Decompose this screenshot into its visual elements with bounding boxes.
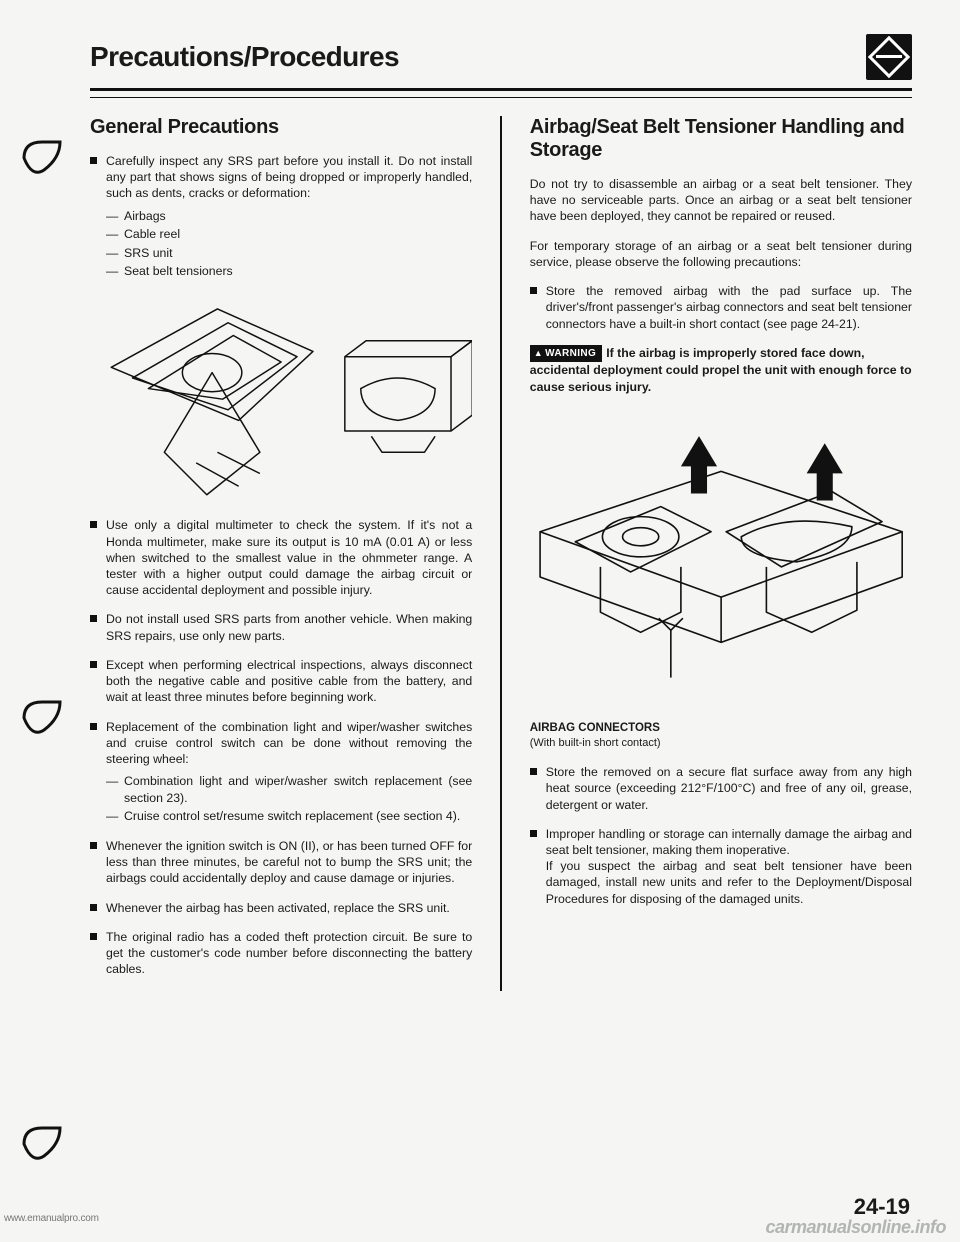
seatbelt-icon bbox=[866, 34, 912, 80]
sublist-item: Cruise control set/resume switch replace… bbox=[106, 808, 472, 825]
sublist-item: Cable reel bbox=[106, 226, 472, 243]
bullet-item: The original radio has a coded theft pro… bbox=[90, 929, 472, 978]
paragraph: For temporary storage of an airbag or a … bbox=[530, 238, 912, 270]
bullet-list-left: Carefully inspect any SRS part before yo… bbox=[90, 153, 472, 280]
binding-tab-icon bbox=[22, 700, 62, 736]
bullet-text: Carefully inspect any SRS part before yo… bbox=[106, 154, 472, 200]
watermark-right: carmanualsonline.info bbox=[765, 1217, 946, 1238]
bullet-item: Replacement of the combination light and… bbox=[90, 719, 472, 825]
bullet-text: Replacement of the combination light and… bbox=[106, 720, 472, 766]
bullet-item: Carefully inspect any SRS part before yo… bbox=[90, 153, 472, 280]
column-separator bbox=[500, 116, 502, 991]
sublist-item: SRS unit bbox=[106, 245, 472, 262]
bullet-item: Use only a digital multimeter to check t… bbox=[90, 517, 472, 598]
bullet-item: Improper handling or storage can interna… bbox=[530, 826, 912, 907]
page-header: Precautions/Procedures bbox=[90, 34, 912, 91]
bullet-item: Except when performing electrical inspec… bbox=[90, 657, 472, 706]
watermark-left: www.emanualpro.com bbox=[4, 1213, 99, 1224]
sublist-item: Combination light and wiper/washer switc… bbox=[106, 773, 472, 806]
right-column: Airbag/Seat Belt Tensioner Handling and … bbox=[530, 116, 912, 991]
header-rule bbox=[90, 97, 912, 98]
bullet-item: Do not install used SRS parts from anoth… bbox=[90, 611, 472, 643]
sublist: Airbags Cable reel SRS unit Seat belt te… bbox=[106, 208, 472, 280]
sublist: Combination light and wiper/washer switc… bbox=[106, 773, 472, 825]
airbag-storage-illustration bbox=[530, 411, 912, 713]
caption-sub: (With built-in short contact) bbox=[530, 737, 661, 749]
content-columns: General Precautions Carefully inspect an… bbox=[90, 116, 912, 991]
sublist-item: Airbags bbox=[106, 208, 472, 225]
bullet-list-right: Store the removed airbag with the pad su… bbox=[530, 283, 912, 332]
page-title: Precautions/Procedures bbox=[90, 41, 399, 73]
paragraph: Do not try to disassemble an airbag or a… bbox=[530, 176, 912, 225]
bullet-item: Store the removed airbag with the pad su… bbox=[530, 283, 912, 332]
caption-label: AIRBAG CONNECTORS bbox=[530, 722, 660, 734]
steering-airbag-illustration bbox=[90, 293, 472, 505]
bullet-item: Store the removed on a secure flat surfa… bbox=[530, 764, 912, 813]
binding-tab-icon bbox=[22, 1126, 62, 1162]
section-heading-right: Airbag/Seat Belt Tensioner Handling and … bbox=[530, 116, 912, 162]
bullet-list-left-2: Use only a digital multimeter to check t… bbox=[90, 517, 472, 977]
warning-block: WARNINGIf the airbag is improperly store… bbox=[530, 345, 912, 395]
section-heading-left: General Precautions bbox=[90, 116, 472, 139]
illustration-caption: AIRBAG CONNECTORS (With built-in short c… bbox=[530, 721, 912, 750]
bullet-item: Whenever the airbag has been activated, … bbox=[90, 900, 472, 916]
bullet-list-right-2: Store the removed on a secure flat surfa… bbox=[530, 764, 912, 907]
manual-page: Precautions/Procedures General Precautio… bbox=[0, 0, 960, 1242]
bullet-item: Whenever the ignition switch is ON (II),… bbox=[90, 838, 472, 887]
warning-badge: WARNING bbox=[530, 345, 602, 362]
sublist-item: Seat belt tensioners bbox=[106, 263, 472, 280]
binding-tab-icon bbox=[22, 140, 62, 176]
left-column: General Precautions Carefully inspect an… bbox=[90, 116, 472, 991]
